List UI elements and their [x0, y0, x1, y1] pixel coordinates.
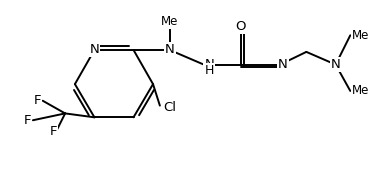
- Text: N: N: [205, 58, 214, 71]
- Text: F: F: [34, 94, 41, 107]
- Text: N: N: [89, 43, 99, 56]
- Text: Me: Me: [161, 15, 178, 28]
- Text: Cl: Cl: [163, 101, 176, 114]
- Text: Me: Me: [352, 29, 369, 42]
- Text: O: O: [236, 20, 246, 33]
- Text: H: H: [205, 64, 214, 77]
- Text: Me: Me: [352, 84, 369, 97]
- Text: N: N: [278, 58, 288, 71]
- Text: N: N: [165, 43, 174, 56]
- Text: F: F: [49, 125, 57, 138]
- Text: N: N: [331, 58, 341, 71]
- Text: F: F: [24, 114, 31, 127]
